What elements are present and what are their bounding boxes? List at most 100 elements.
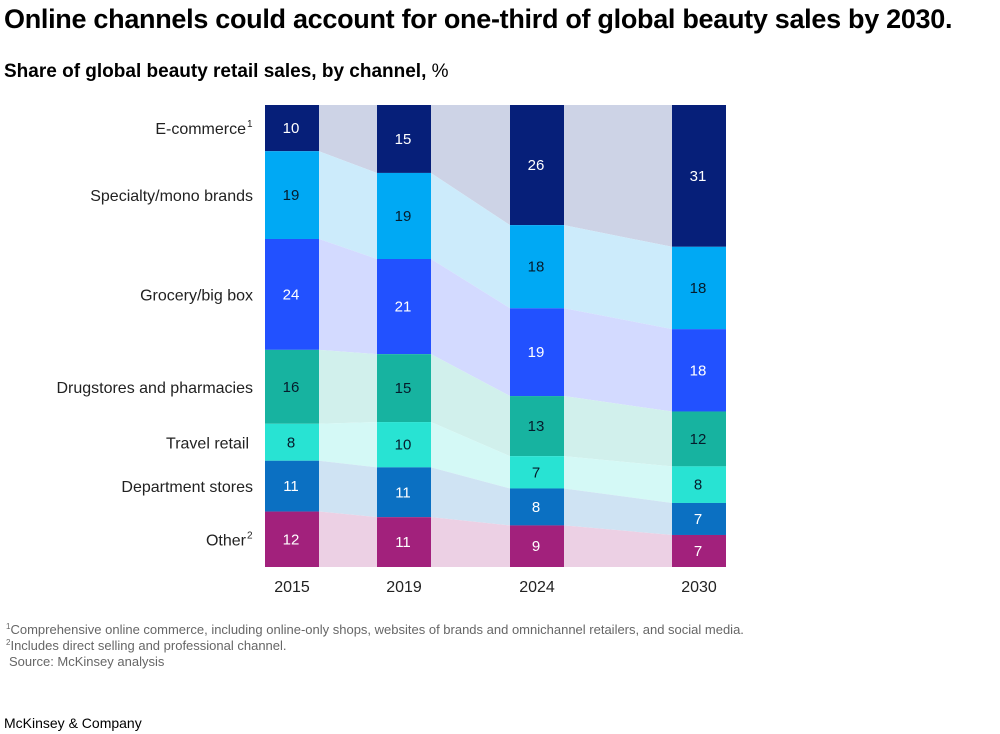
category-label-e-commerce: E-commerce <box>155 121 246 138</box>
value-label-travel-retail-2030: 8 <box>694 477 702 494</box>
band-grocery-big-box-2024-2030 <box>564 308 672 412</box>
bar-segment-other-2024 <box>510 525 564 567</box>
bar-segment-travel-retail-2030 <box>672 466 726 503</box>
value-label-drugstores-and-pharmacies-2019: 15 <box>395 380 412 397</box>
band-department-stores-2015-2019 <box>319 460 377 518</box>
band-specialty-mono-brands-2019-2024 <box>431 172 510 309</box>
bar-segment-department-stores-2030 <box>672 502 726 535</box>
bar-segment-drugstores-and-pharmacies-2030 <box>672 411 726 467</box>
category-label-other: Other <box>206 532 247 549</box>
bar-segment-e-commerce-2030 <box>672 105 726 247</box>
source-note: Source: McKinsey analysis <box>9 654 165 669</box>
value-label-drugstores-and-pharmacies-2024: 13 <box>528 418 545 435</box>
bar-segment-grocery-big-box-2019 <box>377 259 431 355</box>
value-label-grocery-big-box-2024: 19 <box>528 344 545 361</box>
value-label-specialty-mono-brands-2024: 18 <box>528 259 545 276</box>
footnote-2: 2Includes direct selling and professiona… <box>6 638 744 654</box>
band-drugstores-and-pharmacies-2024-2030 <box>564 396 672 467</box>
x-tick-label-2019: 2019 <box>386 579 422 596</box>
footnote-2-text: Includes direct selling and professional… <box>10 638 287 653</box>
value-label-grocery-big-box-2019: 21 <box>395 299 412 316</box>
value-label-other-2015: 12 <box>283 531 300 548</box>
bar-segment-department-stores-2019 <box>377 467 431 518</box>
band-travel-retail-2024-2030 <box>564 456 672 503</box>
subtitle-text: Share of global beauty retail sales, by … <box>4 61 427 82</box>
category-label-travel-retail: Travel retail <box>166 435 249 452</box>
subtitle-unit: % <box>426 61 449 82</box>
value-label-grocery-big-box-2030: 18 <box>690 362 707 379</box>
bar-segment-travel-retail-2019 <box>377 422 431 468</box>
band-other-2024-2030 <box>564 525 672 567</box>
value-label-other-2024: 9 <box>532 538 540 555</box>
category-footnote-mark-other: 2 <box>247 530 253 541</box>
category-label-drugstores-and-pharmacies: Drugstores and pharmacies <box>56 380 253 397</box>
value-labels: 10 15 26 31 19 19 18 18 24 21 19 18 16 15 13 12 8 10 7 8 11 1… <box>283 120 707 560</box>
band-e-commerce-2024-2030 <box>564 105 672 247</box>
band-department-stores-2019-2024 <box>431 467 510 526</box>
x-axis-labels: 2015 2019 2024 2030 <box>274 579 717 596</box>
bar-segment-e-commerce-2015 <box>265 105 319 152</box>
bar-segment-e-commerce-2019 <box>377 105 431 173</box>
band-grocery-big-box-2019-2024 <box>431 259 510 397</box>
value-label-travel-retail-2024: 7 <box>532 464 540 481</box>
value-label-department-stores-2030: 7 <box>694 511 702 528</box>
value-label-grocery-big-box-2015: 24 <box>283 286 300 303</box>
x-tick-label-2030: 2030 <box>681 579 717 596</box>
value-label-specialty-mono-brands-2015: 19 <box>283 187 300 204</box>
bar-segment-department-stores-2024 <box>510 488 564 526</box>
footnote-1-mark: 1 <box>6 622 11 631</box>
value-label-other-2019: 11 <box>395 534 411 551</box>
value-label-e-commerce-2024: 26 <box>528 157 545 174</box>
band-drugstores-and-pharmacies-2019-2024 <box>431 354 510 457</box>
value-label-travel-retail-2015: 8 <box>287 434 295 451</box>
bar-segment-e-commerce-2024 <box>510 105 564 226</box>
category-labels: E-commerce 1 Specialty/mono brands Grocery/… <box>56 119 253 549</box>
bar-segment-department-stores-2015 <box>265 460 319 512</box>
x-tick-label-2024: 2024 <box>519 579 555 596</box>
value-label-specialty-mono-brands-2019: 19 <box>395 208 412 225</box>
bar-segment-other-2030 <box>672 534 726 567</box>
x-tick-label-2015: 2015 <box>274 579 310 596</box>
category-label-department-stores: Department stores <box>121 479 253 496</box>
band-drugstores-and-pharmacies-2015-2019 <box>319 349 377 424</box>
bar-segment-grocery-big-box-2015 <box>265 238 319 350</box>
bar-segment-other-2015 <box>265 511 319 567</box>
bar-segment-specialty-mono-brands-2030 <box>672 246 726 330</box>
bar-segment-travel-retail-2024 <box>510 456 564 489</box>
band-travel-retail-2015-2019 <box>319 422 377 468</box>
value-label-other-2030: 7 <box>694 543 702 560</box>
band-specialty-mono-brands-2024-2030 <box>564 225 672 330</box>
bar-segment-specialty-mono-brands-2015 <box>265 151 319 239</box>
bar-segment-grocery-big-box-2024 <box>510 308 564 397</box>
band-e-commerce-2015-2019 <box>319 105 377 173</box>
band-other-2019-2024 <box>431 517 510 567</box>
value-label-department-stores-2019: 11 <box>395 484 411 501</box>
band-grocery-big-box-2015-2019 <box>319 238 377 355</box>
brand-logo-text: McKinsey & Company <box>4 715 142 731</box>
bar-segment-other-2019 <box>377 517 431 567</box>
footnote-2-mark: 2 <box>6 638 11 647</box>
value-label-department-stores-2015: 11 <box>283 478 299 495</box>
footnote-1-text: Comprehensive online commerce, including… <box>10 622 744 637</box>
bar-segment-drugstores-and-pharmacies-2024 <box>510 396 564 457</box>
chart-title: Online channels could account for one-th… <box>4 4 953 34</box>
category-label-specialty-mono-brands: Specialty/mono brands <box>90 188 253 205</box>
value-label-e-commerce-2019: 15 <box>395 131 412 148</box>
band-other-2015-2019 <box>319 511 377 567</box>
value-label-specialty-mono-brands-2030: 18 <box>690 280 707 297</box>
value-label-drugstores-and-pharmacies-2015: 16 <box>283 379 300 396</box>
flow-bands <box>319 105 672 567</box>
band-department-stores-2024-2030 <box>564 488 672 535</box>
category-footnote-mark-e-commerce: 1 <box>247 119 253 130</box>
bar-segment-drugstores-and-pharmacies-2019 <box>377 354 431 423</box>
value-label-travel-retail-2019: 10 <box>395 437 412 454</box>
band-specialty-mono-brands-2015-2019 <box>319 151 377 259</box>
value-label-drugstores-and-pharmacies-2030: 12 <box>690 431 707 448</box>
bar-segment-drugstores-and-pharmacies-2015 <box>265 349 319 424</box>
bars <box>265 105 726 567</box>
footnotes: 1Comprehensive online commerce, includin… <box>6 622 744 670</box>
band-e-commerce-2019-2024 <box>431 105 510 226</box>
value-label-department-stores-2024: 8 <box>532 499 540 516</box>
value-label-e-commerce-2030: 31 <box>690 168 707 185</box>
